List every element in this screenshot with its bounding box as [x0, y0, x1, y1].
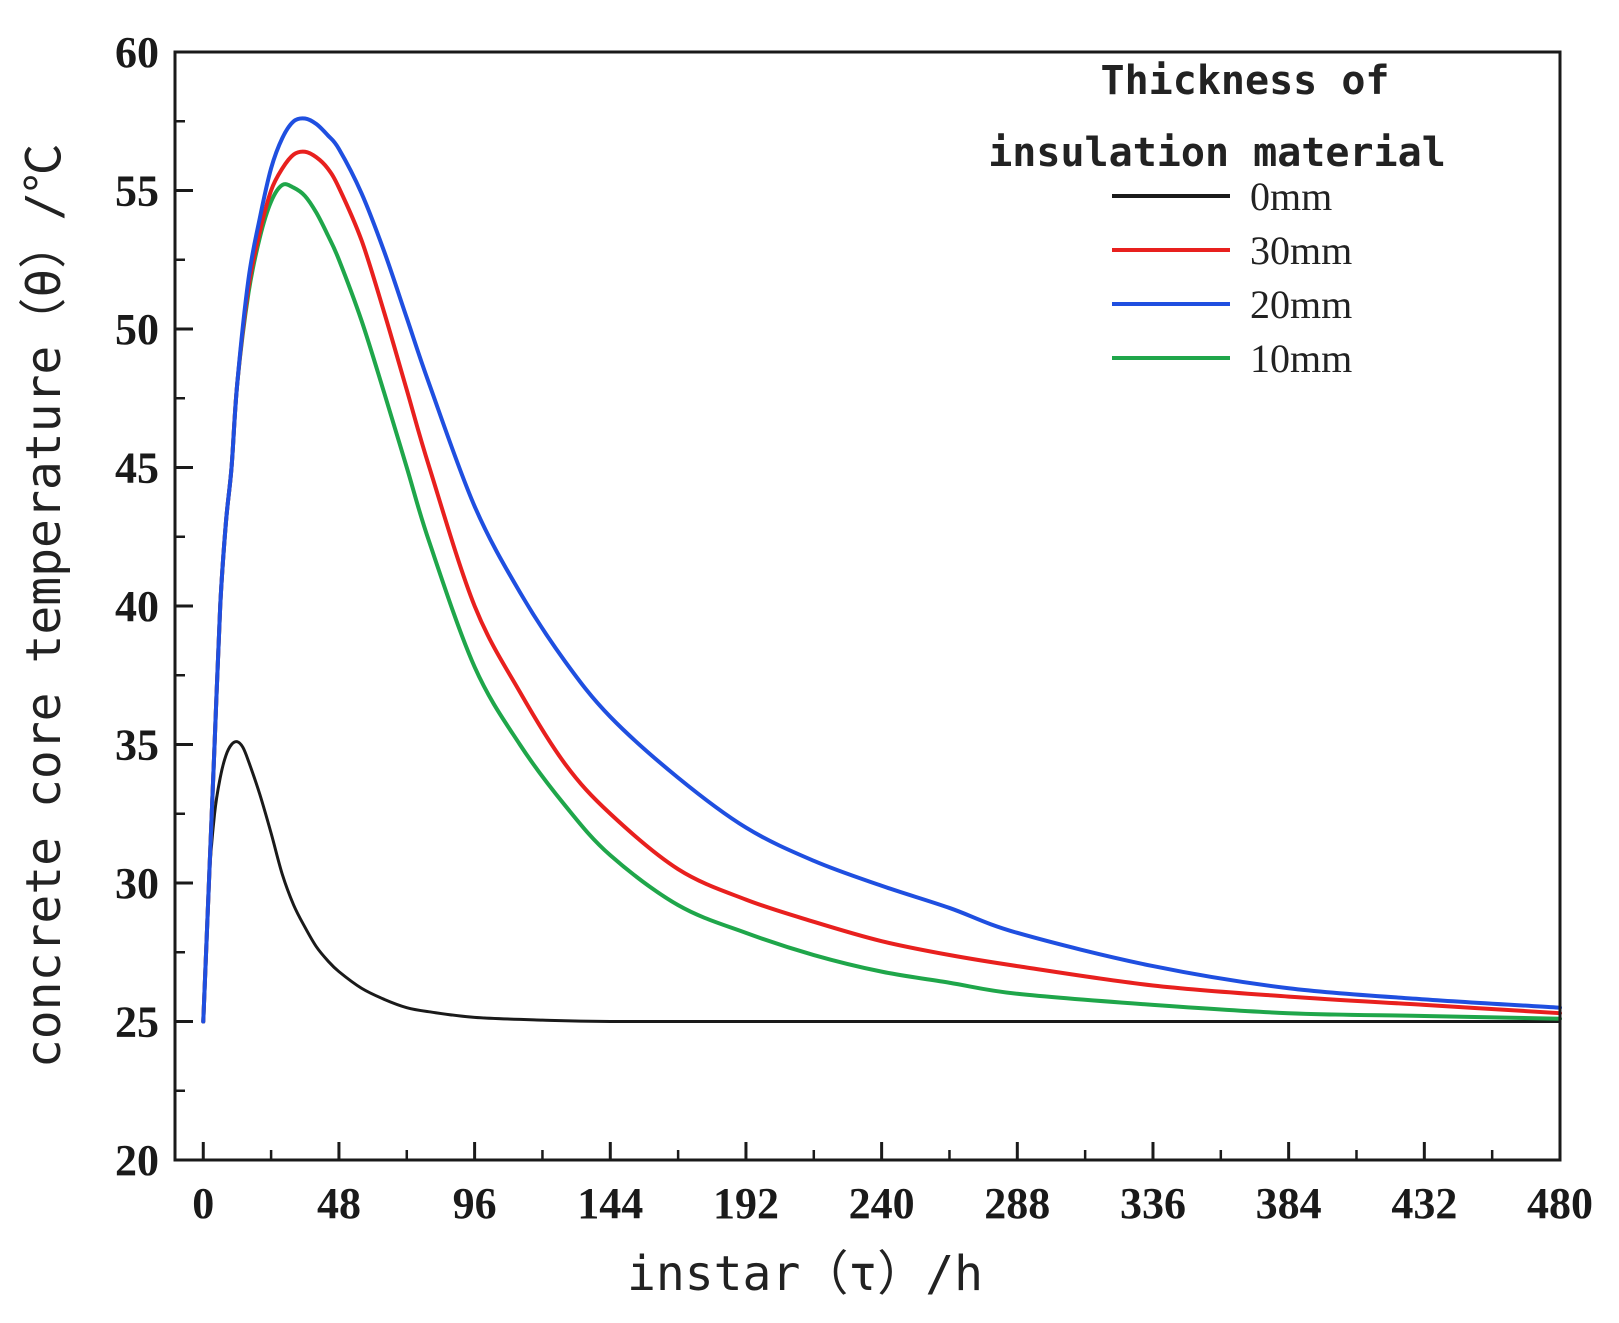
y-tick-label-35: 35: [115, 721, 159, 770]
y-tick-label-60: 60: [115, 28, 159, 77]
series-line-20mm: [201, 116, 1562, 1024]
y-axis-title: concrete core temperature（θ）/℃: [16, 144, 72, 1068]
legend-label-20mm: 20mm: [1250, 282, 1352, 327]
y-tick-label-25: 25: [115, 998, 159, 1047]
series-line-0mm: [201, 740, 1562, 1024]
x-tick-label-480: 480: [1527, 1179, 1593, 1228]
y-tick-label-30: 30: [115, 859, 159, 908]
legend-entries: 0mm 30mm 20mm 10mm: [1112, 174, 1352, 381]
y-tick-label-40: 40: [115, 582, 159, 631]
legend-label-30mm: 30mm: [1250, 228, 1352, 273]
x-tick-label-0: 0: [192, 1179, 214, 1228]
x-tick-label-240: 240: [849, 1179, 915, 1228]
ticks-layer: [175, 50, 1562, 1162]
y-tick-label-55: 55: [115, 167, 159, 216]
x-tick-label-336: 336: [1120, 1179, 1186, 1228]
x-tick-label-144: 144: [577, 1179, 643, 1228]
tick-labels-layer: 0 48 96 144 192 240 288 336 384 432 480 20 25 30 35 40 4…: [115, 28, 1593, 1228]
x-tick-label-432: 432: [1391, 1179, 1457, 1228]
y-tick-label-20: 20: [115, 1136, 159, 1185]
y-tick-label-45: 45: [115, 444, 159, 493]
x-tick-label-384: 384: [1256, 1179, 1322, 1228]
legend-label-0mm: 0mm: [1250, 174, 1332, 219]
x-tick-label-288: 288: [984, 1179, 1050, 1228]
legend: Thickness of insulation material 0mm 30mm…: [988, 58, 1446, 381]
y-tick-label-50: 50: [115, 305, 159, 354]
series-layer: [201, 116, 1562, 1024]
legend-label-10mm: 10mm: [1250, 336, 1352, 381]
x-tick-label-48: 48: [317, 1179, 361, 1228]
x-axis-title: instar（τ）/h: [627, 1246, 983, 1302]
legend-title-line1: Thickness of: [1101, 58, 1390, 104]
x-tick-label-192: 192: [713, 1179, 779, 1228]
x-tick-label-96: 96: [453, 1179, 497, 1228]
legend-title-line2: insulation material: [988, 130, 1446, 176]
